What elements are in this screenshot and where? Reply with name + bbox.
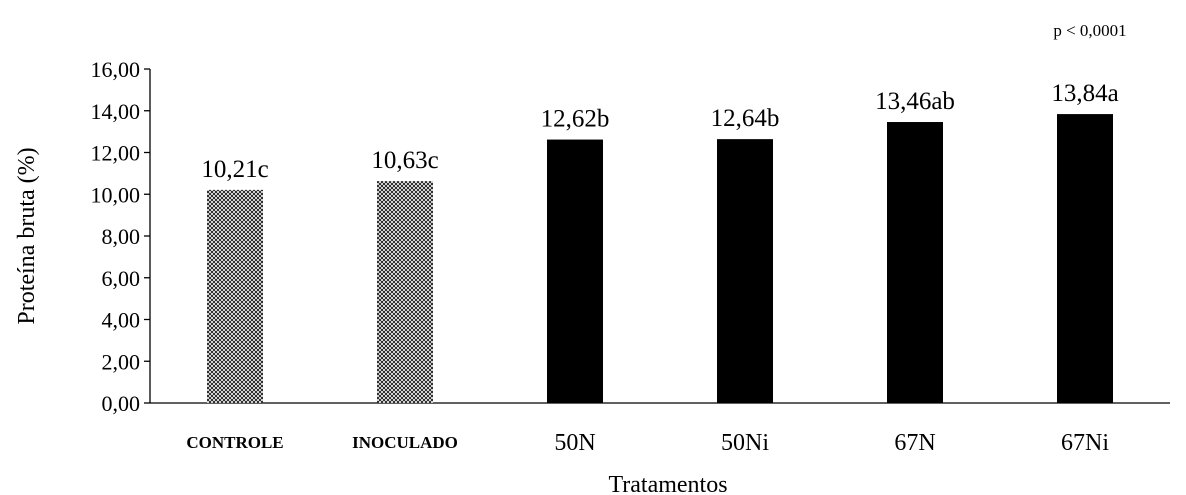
y-tick-label: 14,00	[91, 99, 141, 124]
x-tick-label: 67Ni	[1061, 430, 1109, 456]
bar-controle	[207, 189, 263, 403]
y-tick-label: 16,00	[91, 57, 141, 82]
x-tick-label: CONTROLE	[186, 433, 283, 452]
x-tick-label: INOCULADO	[352, 433, 458, 452]
p-value-annotation: p < 0,0001	[1053, 21, 1126, 40]
y-tick-label: 10,00	[91, 182, 141, 207]
y-tick-label: 0,00	[102, 391, 141, 416]
bar-50n	[547, 139, 603, 403]
x-tick-label: 67N	[894, 430, 935, 456]
bar-67n	[887, 122, 943, 404]
data-label: 12,64b	[711, 105, 780, 132]
data-label: 13,84a	[1051, 80, 1118, 107]
y-tick-label: 8,00	[102, 224, 141, 249]
bar-50ni	[717, 139, 773, 403]
data-label: 13,46ab	[875, 88, 955, 115]
data-label: 10,21c	[201, 156, 268, 183]
data-label: 12,62b	[541, 106, 610, 133]
x-axis-title: Tratamentos	[608, 472, 727, 495]
bar-67ni	[1057, 114, 1113, 403]
data-label: 10,63c	[371, 147, 438, 174]
y-tick-label: 12,00	[91, 141, 141, 166]
y-tick-label: 6,00	[102, 266, 141, 291]
x-tick-label: 50N	[554, 430, 595, 456]
y-tick-label: 4,00	[102, 308, 141, 333]
x-tick-label: 50Ni	[721, 430, 769, 456]
bar-inoculado	[377, 181, 433, 403]
y-tick-label: 2,00	[102, 349, 141, 374]
y-axis-title: Proteína bruta (%)	[14, 147, 40, 324]
